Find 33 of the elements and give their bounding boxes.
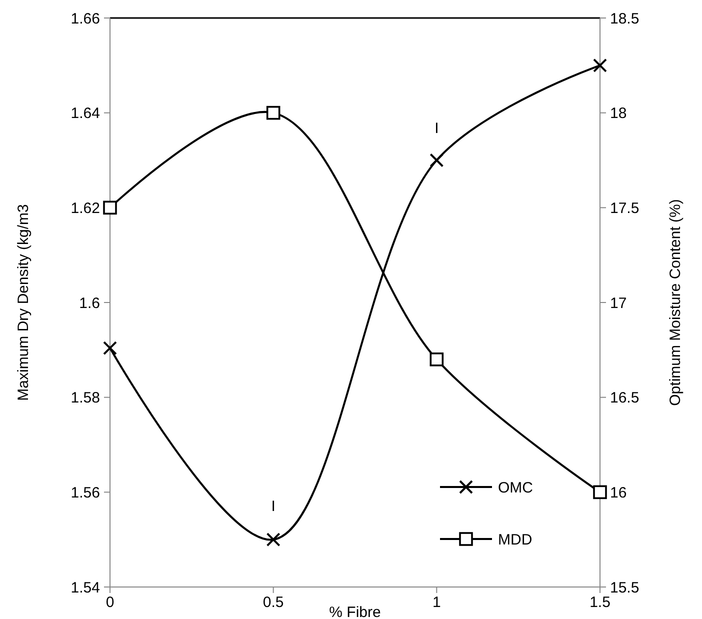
y-axis-title: Maximum Dry Density (kg/m3 [15,204,32,401]
y-tick-label: 1.56 [70,484,100,502]
y2-tick-label: 16.5 [610,390,640,407]
annotation: I [271,498,276,515]
legend-label: OMC [498,479,534,496]
x-axis-title: % Fibre [329,604,381,619]
point [266,532,280,547]
point [103,341,117,356]
y2-tick-label: 18 [610,105,627,122]
y-tick-label: 1.54 [70,579,100,596]
y2-axis-title: Optimum Moisture Content (%) [667,199,684,406]
annotation: I [434,120,439,138]
x-tick-label: 1.5 [590,594,610,611]
y-tick-label: 1.62 [70,200,100,217]
point [593,485,607,500]
y-tick-label: 1.64 [70,105,100,122]
y2-tick-label: 18.5 [610,10,640,28]
x-tick-label: 0 [106,594,114,611]
point [266,106,280,120]
point [103,200,117,215]
y-tick-label: 1.6 [79,294,100,312]
x-tick-label: 0.5 [262,594,284,611]
y-tick-label: 1.66 [70,10,100,28]
y2-tick-label: 15.5 [610,579,640,596]
y2-tick-label: 17 [610,294,627,312]
point [593,58,607,72]
y2-tick-label: 16 [610,484,627,502]
y-tick-label: 1.58 [70,390,100,407]
point [430,153,444,168]
legend-label: MDD [498,531,532,548]
x-tick-label: 1 [432,594,441,611]
point [430,352,444,366]
y2-tick-label: 17.5 [610,200,640,217]
